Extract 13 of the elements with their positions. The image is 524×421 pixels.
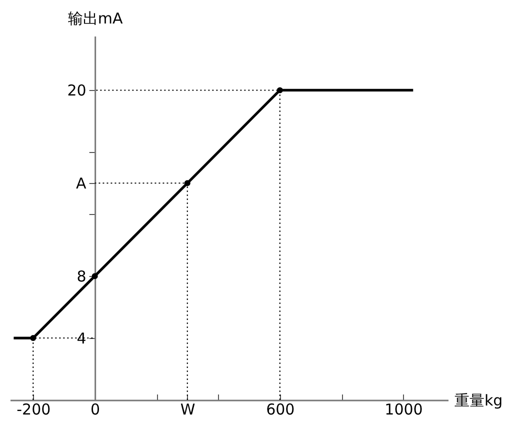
y-axis-title: 输出mA [68,10,124,28]
x-tick-label: W [180,400,196,418]
x-tick-label: -200 [16,400,51,418]
x-tick-label: 600 [266,400,295,418]
x-tick-label: 1000 [384,400,423,418]
y-tick-label: 20 [67,82,86,100]
point [92,273,98,280]
point [184,180,190,186]
x-tick-label: 0 [90,400,100,418]
y-tick-label: A [76,174,88,193]
x-axis-title: 重量kg [454,392,503,410]
y-tick-label: 8 [76,268,86,286]
y-tick-label: 4 [76,330,86,348]
